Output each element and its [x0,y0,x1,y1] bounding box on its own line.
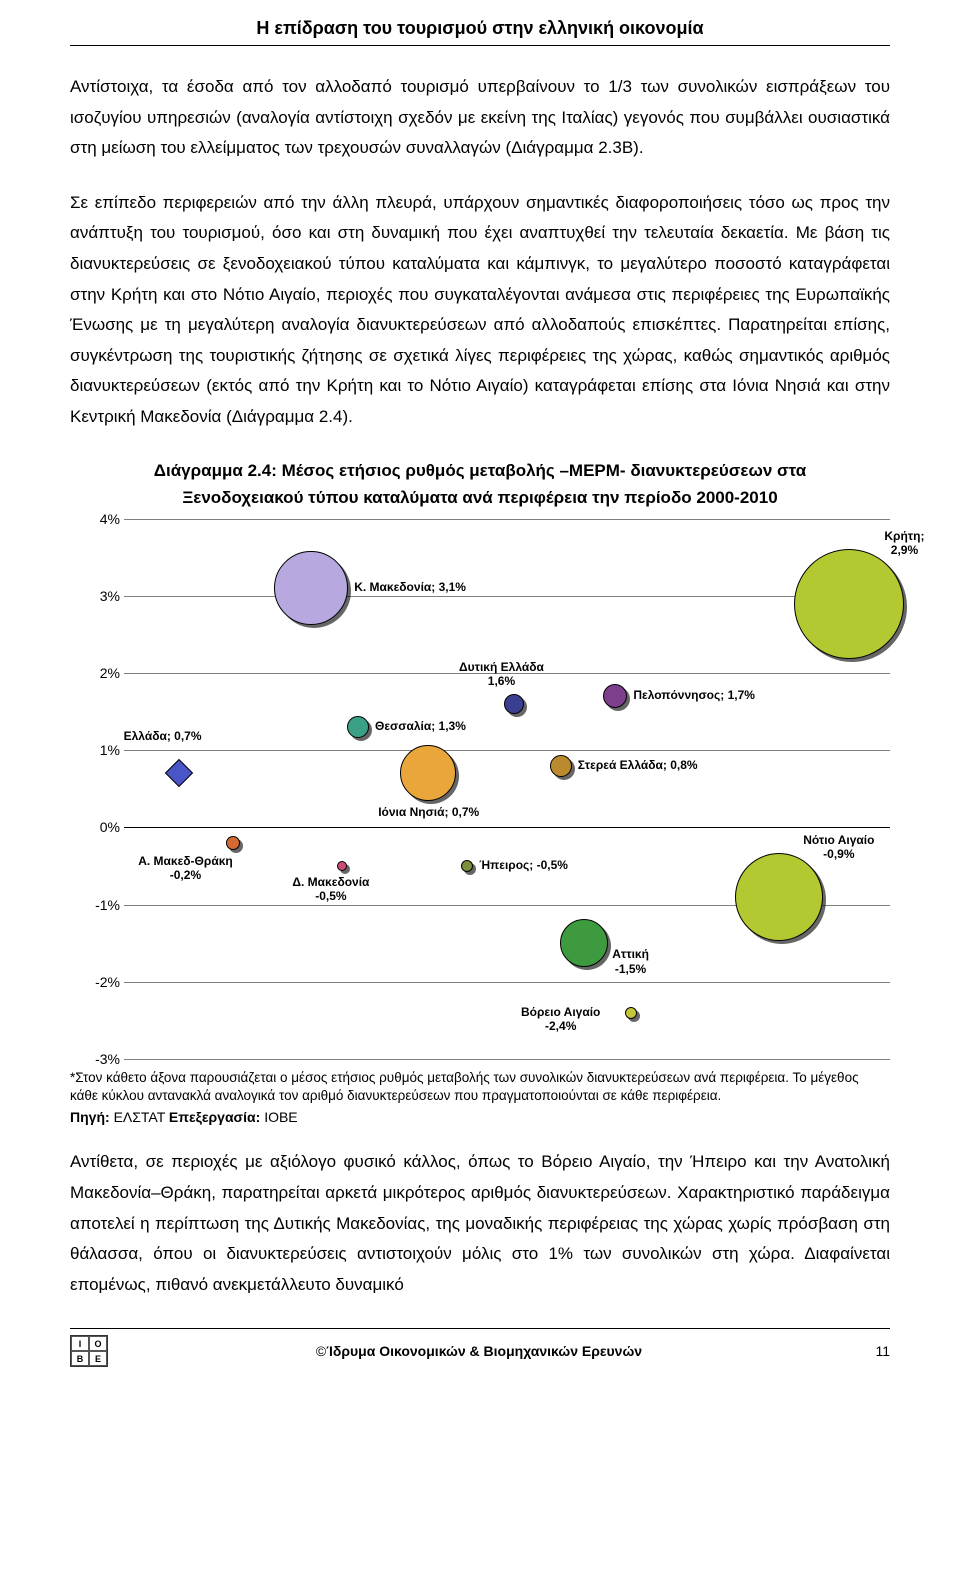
y-axis-tick-label: 2% [80,665,120,681]
chart-bubble-kmaced [274,551,348,625]
y-axis-tick-label: 0% [80,819,120,835]
chart-label-sterea: Στερεά Ελλάδα; 0,8% [578,758,698,772]
chart-label-thess: Θεσσαλία; 1,3% [375,719,466,733]
paragraph-2: Σε επίπεδο περιφερειών από την άλλη πλευ… [70,188,890,433]
chart-label-attiki: Αττική -1,5% [612,947,649,976]
y-axis-tick-label: -3% [80,1051,120,1067]
chart-bubble-notio [735,853,823,941]
logo-cell: Ε [89,1351,107,1366]
paragraph-3: Αντίθετα, σε περιοχές με αξιόλογο φυσικό… [70,1147,890,1300]
grid-line [124,1059,890,1060]
chart-label-kmaced: Κ. Μακεδονία; 3,1% [354,580,466,594]
page-footer: Ι Ο Β Ε ©Ίδρυμα Οικονομικών & Βιομηχανικ… [70,1328,890,1367]
chart-label-pelop: Πελοπόννησος; 1,7% [633,688,755,702]
chart-title-line1: Διάγραμμα 2.4: Μέσος ετήσιος ρυθμός μετα… [154,461,806,480]
chart-label-ellada: Ελλάδα; 0,7% [124,729,202,743]
chart-label-notio: Νότιο Αιγαίο -0,9% [803,833,874,862]
logo-cell: Β [71,1351,89,1366]
chart-label-ionia: Ιόνια Νησιά; 0,7% [378,805,479,819]
chart-source: Πηγή: ΕΛΣΤΑΤ Επεξεργασία: ΙΟΒΕ [70,1109,890,1125]
y-axis-tick-label: -2% [80,974,120,990]
processing-value: ΙΟΒΕ [264,1109,297,1125]
chart-label-dytelladda: Δυτική Ελλάδα 1,6% [459,660,544,689]
processing-label: Επεξεργασία: [169,1109,260,1125]
chart-label-kriti: Κρήτη; 2,9% [884,529,924,558]
source-value: ΕΛΣΤΑΤ [114,1109,165,1125]
document-title: Η επίδραση του τουρισμού στην ελληνική ο… [70,0,890,46]
chart-title: Διάγραμμα 2.4: Μέσος ετήσιος ρυθμός μετα… [70,457,890,511]
y-axis-tick-label: 1% [80,742,120,758]
chart-plot-area: Ελλάδα; 0,7% Κ. Μακεδονία; 3,1% Θεσσαλία; … [124,519,890,1059]
footer-org: Ίδρυμα Οικονομικών & Βιομηχανικών Ερευνώ… [326,1343,642,1359]
iobe-logo: Ι Ο Β Ε [70,1335,108,1367]
page-number: 11 [850,1343,890,1359]
chart-label-voreio: Βόρειο Αιγαίο -2,4% [521,1005,600,1034]
chart-bubble-dytelladda [504,694,524,714]
source-label: Πηγή: [70,1109,110,1125]
chart-label-dmaced: Δ. Μακεδονία -0,5% [292,875,369,904]
y-axis-tick-label: 4% [80,511,120,527]
chart-bubble-voreio [625,1007,637,1019]
chart-footnote: *Στον κάθετο άξονα παρουσιάζεται ο μέσος… [70,1069,890,1105]
y-axis-tick-label: 3% [80,588,120,604]
copyright-icon: © [316,1343,326,1359]
logo-cell: Ο [89,1336,107,1351]
logo-cell: Ι [71,1336,89,1351]
chart-label-amthrace: Α. Μακεδ-Θράκη -0,2% [138,854,233,883]
chart-bubble-amthrace [226,836,240,850]
chart-bubble-sterea [550,755,572,777]
chart-bubble-kriti [794,549,904,659]
bubble-chart: 4%3%2%1%0%-1%-2%-3%Ελλάδα; 0,7%Κ. Μακεδο… [80,519,890,1059]
y-axis-tick-label: -1% [80,897,120,913]
chart-point-ellada [164,759,192,787]
paragraph-1: Αντίστοιχα, τα έσοδα από τον αλλοδαπό το… [70,72,890,164]
chart-title-line2: Ξενοδοχειακού τύπου καταλύματα ανά περιφ… [70,484,890,511]
chart-label-ipeiros: Ήπειρος; -0,5% [479,858,568,872]
